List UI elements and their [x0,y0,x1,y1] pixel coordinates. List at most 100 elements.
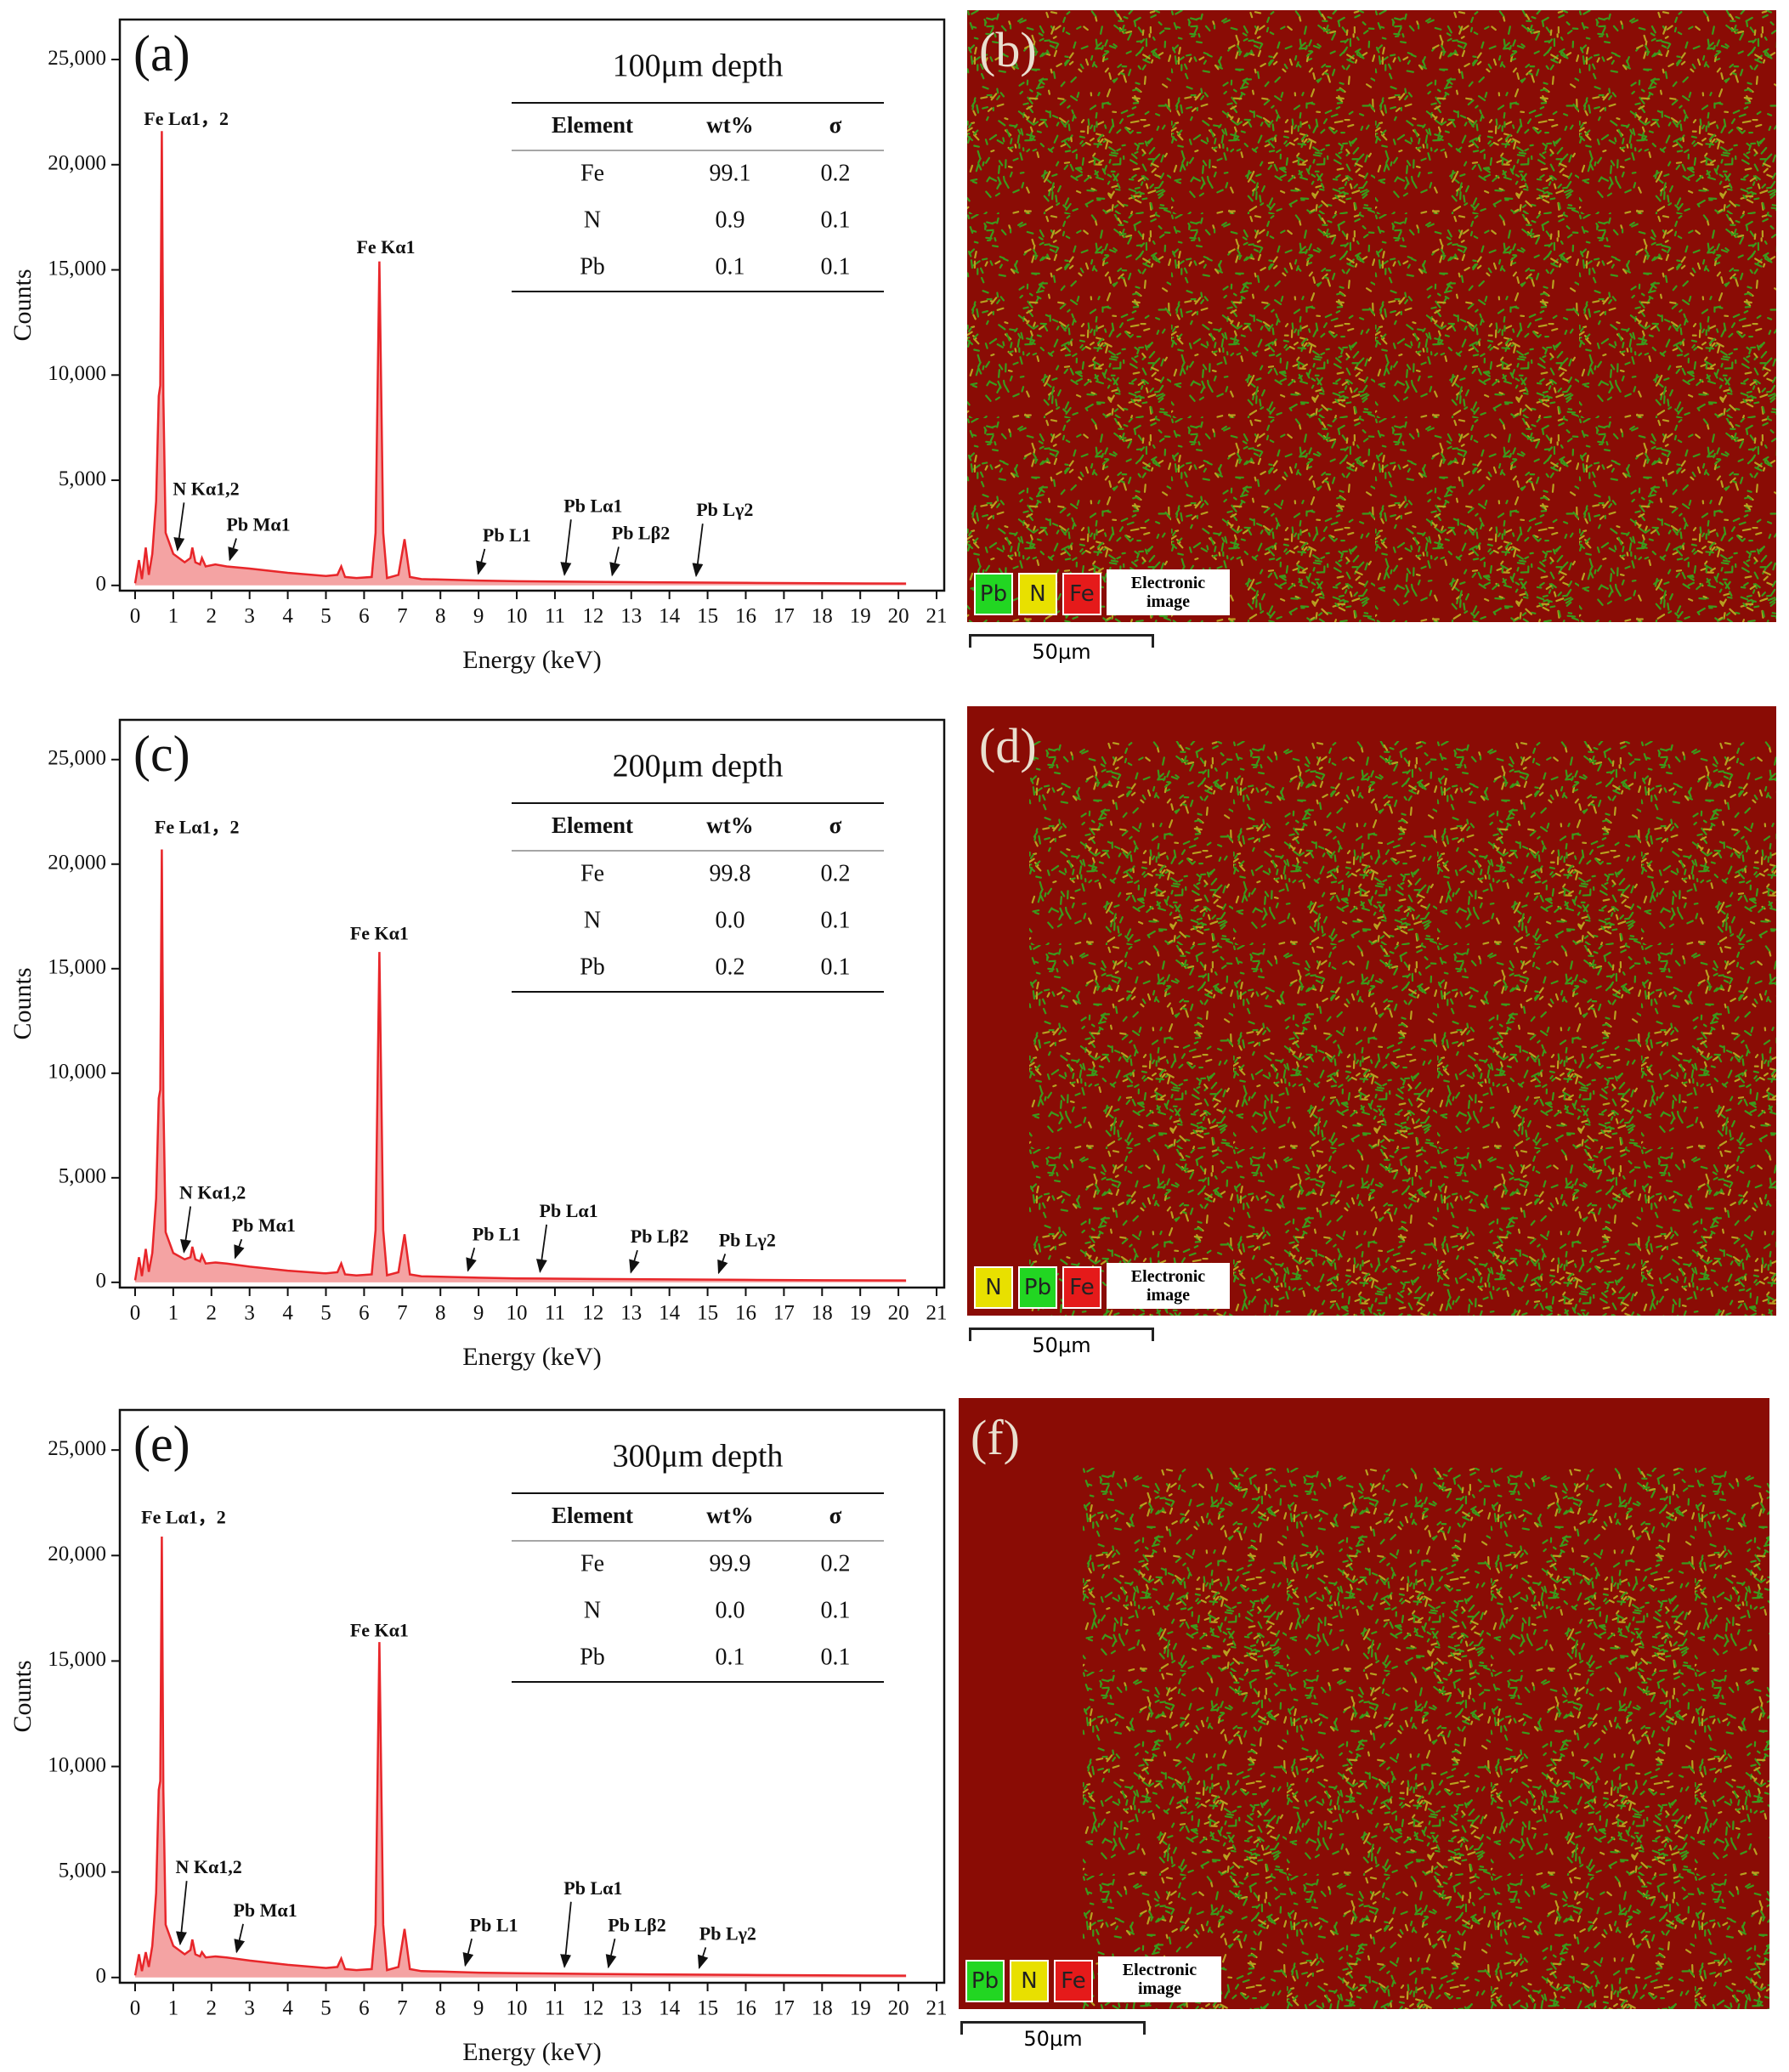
table-cell: 0.0 [716,1597,745,1623]
peak-arrow [228,538,239,562]
x-tick-label: 4 [282,1997,293,2020]
x-tick-label: 18 [812,605,833,628]
map-image [967,10,1776,622]
x-tick-label: 19 [850,605,871,628]
peak-label: Pb Lγ2 [699,1922,756,1944]
x-tick-label: 0 [130,605,141,628]
peak-label: Pb Lγ2 [696,499,753,520]
x-tick-label: 2 [207,1997,218,2020]
peak-label: N Kα1,2 [175,1856,241,1877]
map-legend: Pb N Fe Electronic image [974,569,1230,615]
x-axis-title: Energy (keV) [462,2038,602,2066]
x-tick-label: 9 [473,1302,484,1325]
x-tick-label: 9 [473,605,484,628]
x-tick-label: 14 [659,1302,681,1325]
table-cell: 0.1 [716,253,745,280]
x-tick-label: 11 [545,605,565,628]
x-tick-label: 20 [888,1302,909,1325]
table-cell: Fe [580,860,604,886]
legend-swatch: N [1018,573,1057,615]
peak-label: N Kα1,2 [173,478,239,499]
peak-arrow [629,1249,640,1274]
legend-swatch: Fe [1062,1266,1101,1309]
table-title: 200μm depth [613,749,784,784]
table-cell: 0.1 [821,1597,851,1623]
x-tick-label: 10 [507,1997,528,2020]
x-tick-label: 21 [926,1997,948,2020]
y-tick-label: 10,000 [48,1753,106,1776]
table-cell: 0.1 [821,1644,851,1670]
peak-label: Fe Kα1 [350,923,409,944]
panel-label: (a) [133,25,190,82]
table-cell: N [584,207,601,233]
x-tick-label: 4 [282,1302,293,1325]
x-tick-label: 6 [359,605,370,628]
x-axis-title: Energy (keV) [462,1343,602,1371]
x-tick-label: 14 [659,605,681,628]
table-cell: 99.8 [710,860,751,886]
x-tick-label: 7 [397,605,408,628]
x-tick-label: 11 [545,1302,565,1325]
y-tick-label: 15,000 [48,1648,106,1671]
x-tick-label: 8 [435,1302,446,1325]
table-header: wt% [706,812,754,838]
x-tick-label: 5 [320,605,331,628]
table-cell: 0.2 [821,860,851,886]
x-tick-label: 17 [773,605,795,628]
table-cell: 0.1 [821,907,851,933]
x-tick-label: 2 [207,605,218,628]
peak-arrow [560,1901,572,1968]
table-title: 100μm depth [613,48,784,84]
y-tick-label: 0 [96,573,107,596]
table-header: Element [552,112,633,138]
x-tick-label: 5 [320,1997,331,2020]
x-tick-label: 13 [620,1302,642,1325]
x-tick-label: 9 [473,1997,484,2020]
x-tick-label: 1 [168,1302,179,1325]
y-tick-label: 15,000 [48,956,106,979]
legend-swatch: Pb [974,573,1013,615]
panel-label: (e) [133,1416,190,1472]
table-cell: Pb [580,1644,605,1670]
peak-label: Fe Lα1，2 [141,1506,226,1527]
x-tick-label: 20 [888,605,909,628]
table-header: wt% [706,112,754,138]
table-cell: 0.1 [821,253,851,280]
x-tick-label: 6 [359,1302,370,1325]
table-cell: N [584,907,601,933]
peak-label: Pb Lα1 [540,1200,598,1221]
peak-label: Fe Kα1 [350,1620,409,1641]
legend-swatch: N [974,1266,1013,1309]
y-tick-label: 0 [96,1965,107,1988]
map-image [959,1398,1769,2009]
table-cell: Fe [580,1550,604,1577]
peak-label: Pb Lβ2 [612,522,670,543]
table-header: wt% [706,1503,754,1528]
table-cell: 0.2 [821,160,851,186]
x-tick-label: 12 [582,1302,603,1325]
scale-label: 50μm [1032,640,1091,664]
table-cell: 0.2 [821,1550,851,1577]
x-tick-label: 3 [244,1997,255,2020]
panel-label: (b) [979,22,1037,77]
peak-label: Pb L1 [483,524,531,546]
x-tick-label: 0 [130,1302,141,1325]
x-tick-label: 15 [697,605,718,628]
y-tick-label: 15,000 [48,257,106,280]
x-tick-label: 19 [850,1997,871,2020]
peak-label: Pb Mα1 [232,1214,296,1236]
x-tick-label: 2 [207,1302,218,1325]
y-tick-label: 25,000 [48,1437,106,1460]
element-map: (b) Pb N Fe Electronic image [967,10,1776,622]
peak-label: Pb Mα1 [226,514,290,535]
y-axis-title: Counts [8,967,37,1039]
y-tick-label: 25,000 [48,746,106,769]
spectrum-line [133,1536,907,1977]
map-legend: N Pb Fe Electronic image [974,1263,1230,1309]
peak-label: Pb Lβ2 [608,1914,665,1935]
y-tick-label: 20,000 [48,1543,106,1565]
x-tick-label: 19 [850,1302,871,1325]
